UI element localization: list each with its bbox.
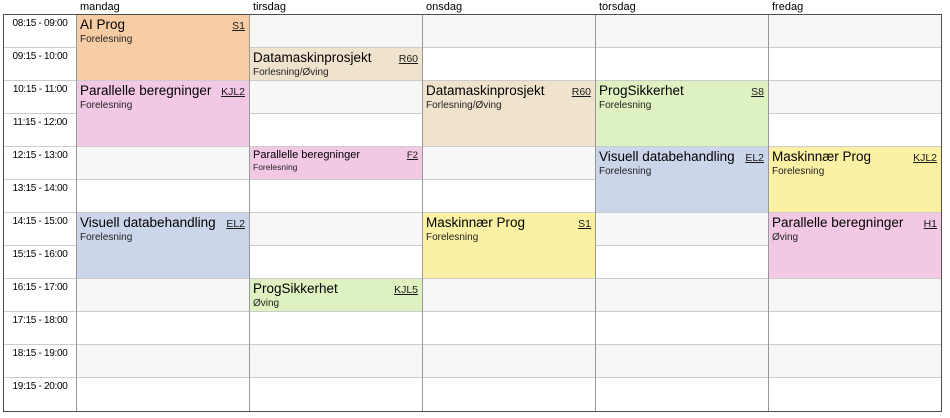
event-room-link[interactable]: S1 xyxy=(232,20,245,32)
event[interactable]: Maskinnær Prog KJL2 Forelesning xyxy=(768,147,941,212)
grid-column-line xyxy=(249,15,250,411)
time-slot-label: 19:15 - 20:00 xyxy=(12,381,68,392)
event-room-link[interactable]: R60 xyxy=(398,53,418,65)
event-header: Visuell databehandling EL2 xyxy=(80,214,245,232)
event[interactable]: ProgSikkerhet S8 Forelesning xyxy=(595,81,768,146)
time-slot-label: 13:15 - 14:00 xyxy=(12,183,68,194)
time-slot-label: 16:15 - 17:00 xyxy=(12,282,68,293)
event-title: Parallelle beregninger xyxy=(253,149,361,161)
event[interactable]: Parallelle beregninger H1 Øving xyxy=(768,213,941,278)
day-header-torsdag: torsdag xyxy=(599,1,636,13)
event-type: Forelesning xyxy=(80,100,133,111)
time-slot-label: 18:15 - 19:00 xyxy=(12,348,68,359)
event-title: Maskinnær Prog xyxy=(426,215,526,230)
event-title: Parallelle beregninger xyxy=(772,215,904,230)
event-type: Forelesning xyxy=(599,166,652,177)
timetable-grid: 08:15 - 09:00 09:15 - 10:00 10:15 - 11:00 1… xyxy=(3,14,942,412)
time-slot-label: 17:15 - 18:00 xyxy=(12,315,68,326)
grid-row-line xyxy=(4,47,941,48)
event-type: Øving xyxy=(253,298,280,309)
grid-row-band xyxy=(76,279,941,312)
grid-row-line xyxy=(4,179,941,180)
event-header: Maskinnær Prog KJL2 xyxy=(772,148,937,166)
grid-row-line xyxy=(4,146,941,147)
event-room-link[interactable]: S1 xyxy=(578,218,591,230)
event-room-link[interactable]: S8 xyxy=(751,86,764,98)
time-slot-label: 11:15 - 12:00 xyxy=(12,117,68,128)
event-title: Visuell databehandling xyxy=(599,149,735,164)
event-room-link[interactable]: KJL2 xyxy=(913,152,937,164)
event-header: AI Prog S1 xyxy=(80,16,245,34)
grid-row-line xyxy=(4,311,941,312)
event[interactable]: Parallelle beregninger KJL2 Forelesning xyxy=(76,81,249,146)
event-room-link[interactable]: F2 xyxy=(406,150,418,161)
event-title: Datamaskinprosjekt xyxy=(426,83,545,98)
grid-column-line xyxy=(768,15,769,411)
event-room-link[interactable]: KJL2 xyxy=(221,86,245,98)
grid-column-line xyxy=(76,15,77,411)
event-type: Forelesning xyxy=(80,34,133,45)
day-header-onsdag: onsdag xyxy=(426,1,463,13)
event-header: ProgSikkerhet KJL5 xyxy=(253,280,418,298)
event-title: Maskinnær Prog xyxy=(772,149,872,164)
event-header: Datamaskinprosjekt R60 xyxy=(253,49,418,67)
event-header: Visuell databehandling EL2 xyxy=(599,148,764,166)
event[interactable]: Maskinnær Prog S1 Forelesning xyxy=(422,213,595,278)
time-slot-label: 14:15 - 15:00 xyxy=(12,216,68,227)
day-header-mandag: mandag xyxy=(80,1,120,13)
event-type: Forelesning xyxy=(426,232,479,243)
time-slot-label: 10:15 - 11:00 xyxy=(12,84,68,95)
event-type: Forelesning xyxy=(80,232,133,243)
event-title: Datamaskinprosjekt xyxy=(253,50,372,65)
event-type: Forelesning xyxy=(772,166,825,177)
event-header: Parallelle beregninger KJL2 xyxy=(80,82,245,100)
event-title: Visuell databehandling xyxy=(80,215,216,230)
time-slot-label: 09:15 - 10:00 xyxy=(12,51,68,62)
grid-row-line xyxy=(4,278,941,279)
time-slot-label: 12:15 - 13:00 xyxy=(12,150,68,161)
event[interactable]: Datamaskinprosjekt R60 Forlesning/Øving xyxy=(422,81,595,146)
event-header: Datamaskinprosjekt R60 xyxy=(426,82,591,100)
event-type: Forelesning xyxy=(599,100,652,111)
event-room-link[interactable]: H1 xyxy=(923,218,937,230)
event-room-link[interactable]: EL2 xyxy=(745,152,764,164)
event-type: Forlesning/Øving xyxy=(253,67,329,78)
event[interactable]: AI Prog S1 Forelesning xyxy=(76,15,249,80)
day-header-tirsdag: tirsdag xyxy=(253,1,287,13)
grid-row-line xyxy=(4,377,941,378)
event-title: ProgSikkerhet xyxy=(599,83,684,98)
event[interactable]: ProgSikkerhet KJL5 Øving xyxy=(249,279,422,311)
event-room-link[interactable]: EL2 xyxy=(226,218,245,230)
event-room-link[interactable]: R60 xyxy=(571,86,591,98)
grid-row-line xyxy=(4,212,941,213)
time-slot-label: 08:15 - 09:00 xyxy=(12,18,68,29)
event-type: Forelesning xyxy=(253,162,298,172)
day-header-fredag: fredag xyxy=(772,1,804,13)
event-header: ProgSikkerhet S8 xyxy=(599,82,764,100)
event-type: Forlesning/Øving xyxy=(426,100,502,111)
event-type: Øving xyxy=(772,232,799,243)
event[interactable]: Visuell databehandling EL2 Forelesning xyxy=(76,213,249,278)
event-header: Maskinnær Prog S1 xyxy=(426,214,591,232)
event[interactable]: Visuell databehandling EL2 Forelesning xyxy=(595,147,768,212)
event-room-link[interactable]: KJL5 xyxy=(394,284,418,296)
time-slot-label: 15:15 - 16:00 xyxy=(12,249,68,260)
event-title: ProgSikkerhet xyxy=(253,281,338,296)
event-title: Parallelle beregninger xyxy=(80,83,212,98)
grid-row-line xyxy=(4,80,941,81)
event-header: Parallelle beregninger F2 xyxy=(253,148,418,162)
grid-column-line xyxy=(422,15,423,411)
grid-row-line xyxy=(4,344,941,345)
event-title: AI Prog xyxy=(80,17,126,32)
event-header: Parallelle beregninger H1 xyxy=(772,214,937,232)
grid-row-band xyxy=(76,345,941,378)
event[interactable]: Parallelle beregninger F2 Forelesning xyxy=(249,147,422,179)
grid-column-line xyxy=(595,15,596,411)
event[interactable]: Datamaskinprosjekt R60 Forlesning/Øving xyxy=(249,48,422,80)
